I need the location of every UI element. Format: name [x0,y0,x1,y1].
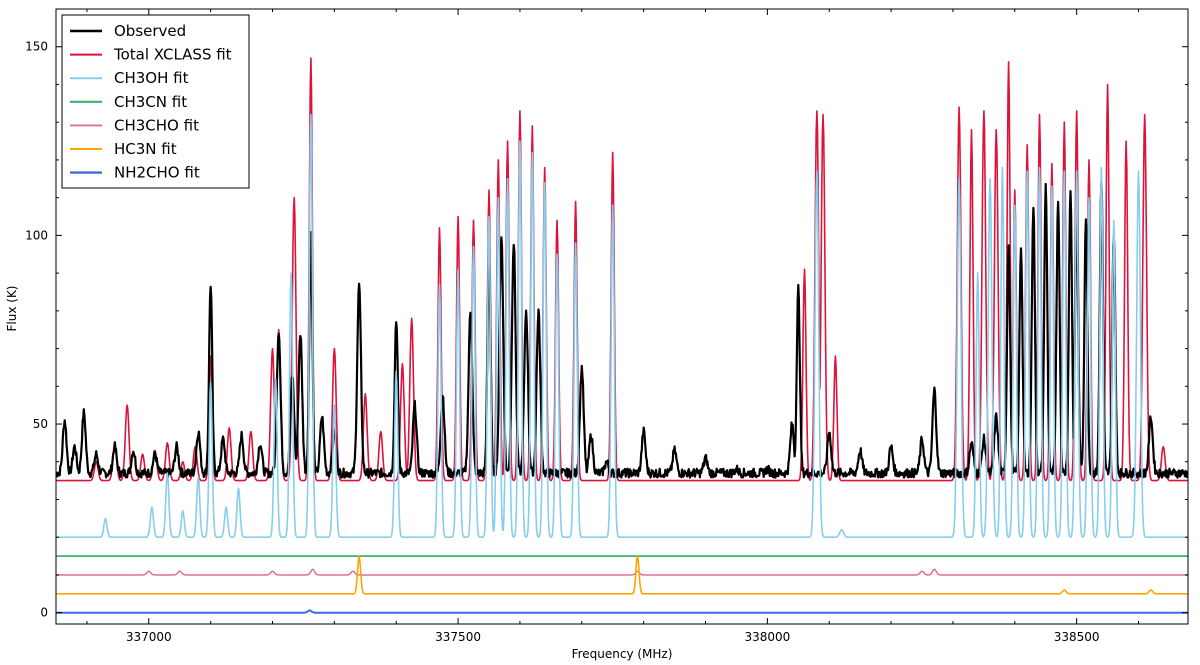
legend-label: NH2CHO fit [114,164,200,182]
legend-entry: CH3OH fit [70,69,189,87]
legend-entry: Observed [70,22,186,40]
legend-label: CH3CN fit [114,93,187,111]
series-line-nh2cho-fit [56,609,1188,614]
legend-entry: NH2CHO fit [70,164,200,182]
x-axis-label: Frequency (MHz) [572,647,673,661]
y-tick-label: 100 [25,228,48,242]
legend: Observed Total XCLASS fit CH3OH fit CH3CN f… [61,14,250,189]
series-layer [56,57,1188,614]
tick-layer: 337000 337500 338000 338500 0 50 100 150 [25,9,1188,644]
legend-label: Total XCLASS fit [113,46,232,64]
x-tick-label: 337500 [435,630,481,644]
legend-label: CH3CHO fit [114,116,199,134]
legend-entry: Total XCLASS fit [70,46,232,64]
x-tick-label: 337000 [126,630,172,644]
x-tick-label: 338000 [744,630,790,644]
x-tick-label: 338500 [1054,630,1100,644]
y-tick-label: 50 [33,417,48,431]
legend-label: Observed [114,22,186,40]
legend-label: HC3N fit [114,140,177,158]
legend-entry: CH3CN fit [70,93,187,111]
series-line-total-xclass-fit [56,57,1188,482]
legend-label: CH3OH fit [114,69,189,87]
plot-frame [55,8,1189,625]
legend-entry: HC3N fit [70,140,177,158]
series-line-ch3oh-fit [56,113,1188,539]
series-line-hc3n-fit [56,555,1188,595]
legend-entry: CH3CHO fit [70,116,199,134]
series-line-ch3cho-fit [56,568,1188,576]
y-axis-label: Flux (K) [5,286,19,332]
y-tick-label: 0 [40,606,48,620]
y-tick-label: 150 [25,40,48,54]
